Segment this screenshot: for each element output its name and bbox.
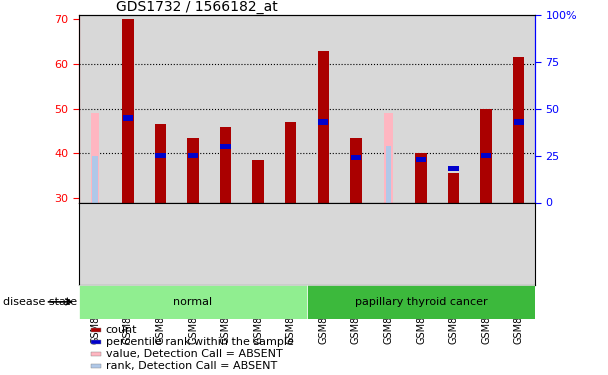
Bar bbox=[285, 122, 297, 202]
Bar bbox=[123, 116, 133, 121]
Bar bbox=[252, 160, 264, 202]
Bar bbox=[351, 155, 361, 160]
Bar bbox=[220, 127, 231, 202]
Bar bbox=[384, 113, 393, 202]
Bar bbox=[514, 119, 524, 124]
Bar bbox=[448, 174, 459, 202]
Bar bbox=[415, 153, 427, 203]
Bar bbox=[318, 119, 328, 124]
Bar bbox=[91, 113, 99, 202]
Bar bbox=[92, 156, 98, 203]
Bar bbox=[187, 138, 199, 202]
Text: GDS1732 / 1566182_at: GDS1732 / 1566182_at bbox=[116, 0, 277, 14]
Text: percentile rank within the sample: percentile rank within the sample bbox=[106, 337, 294, 347]
Text: count: count bbox=[106, 325, 137, 335]
Bar bbox=[155, 153, 165, 158]
Bar bbox=[155, 124, 166, 202]
Bar bbox=[122, 20, 134, 203]
Text: papillary thyroid cancer: papillary thyroid cancer bbox=[354, 297, 488, 307]
Bar bbox=[350, 138, 362, 202]
Bar bbox=[188, 153, 198, 158]
Bar bbox=[513, 57, 525, 202]
Bar bbox=[307, 285, 535, 319]
Bar bbox=[221, 144, 231, 149]
Bar bbox=[385, 146, 392, 202]
Bar bbox=[416, 157, 426, 162]
Bar bbox=[317, 51, 329, 202]
Text: disease state: disease state bbox=[3, 297, 77, 307]
Text: rank, Detection Call = ABSENT: rank, Detection Call = ABSENT bbox=[106, 361, 277, 371]
Text: normal: normal bbox=[173, 297, 213, 307]
Text: value, Detection Call = ABSENT: value, Detection Call = ABSENT bbox=[106, 349, 282, 359]
Bar bbox=[449, 166, 459, 171]
Bar bbox=[480, 109, 492, 202]
Bar bbox=[79, 285, 307, 319]
Bar bbox=[481, 153, 491, 158]
